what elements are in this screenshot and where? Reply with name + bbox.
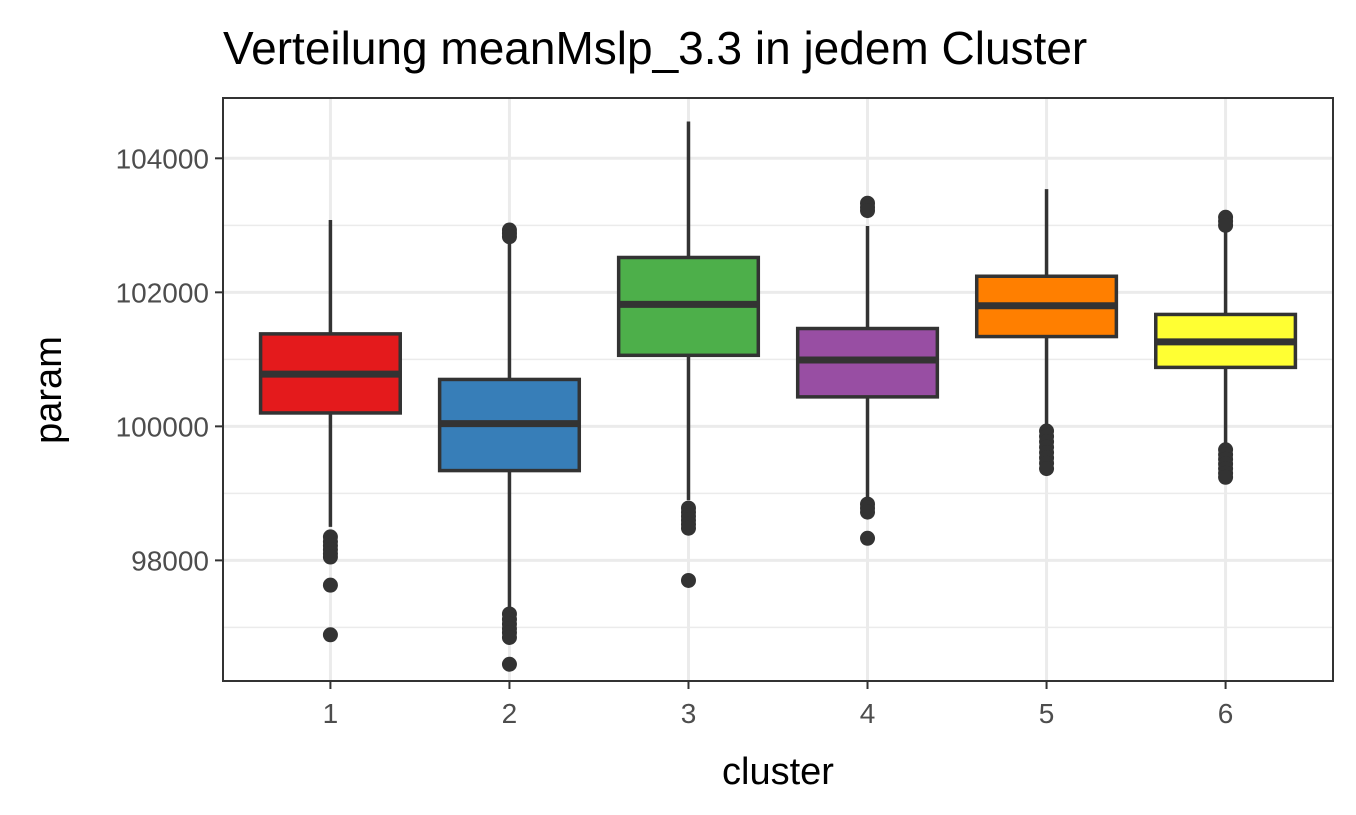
outlier-point: [860, 530, 876, 546]
panel-border: [222, 97, 1334, 682]
outlier-point: [680, 520, 696, 536]
outlier-point: [860, 504, 876, 520]
x-tick-label: 5: [1039, 698, 1055, 729]
y-tick-label: 100000: [116, 411, 209, 442]
outlier-point: [1039, 461, 1055, 477]
outlier-point: [322, 577, 338, 593]
x-tick-label: 3: [681, 698, 697, 729]
y-tick-label: 104000: [116, 143, 209, 174]
y-axis: 98000 100000 102000 104000: [116, 143, 223, 576]
box-cluster-5: [974, 189, 1119, 477]
x-tick-label: 1: [323, 698, 339, 729]
x-tick-label: 4: [860, 698, 876, 729]
outlier-point: [322, 627, 338, 643]
outlier-point: [1218, 469, 1234, 485]
box-cluster-4: [795, 195, 940, 546]
outlier-point: [860, 203, 876, 219]
y-tick-label: 102000: [116, 277, 209, 308]
box-cluster-6: [1154, 209, 1298, 485]
x-axis-title: cluster: [722, 751, 834, 793]
boxes-layer: [258, 121, 1298, 672]
x-axis: 1 2 3 4 5 6: [323, 681, 1234, 729]
outlier-point: [501, 656, 517, 672]
outlier-point: [322, 549, 338, 565]
outlier-point: [501, 229, 517, 245]
y-axis-title: param: [28, 336, 70, 444]
outlier-point: [680, 572, 696, 588]
y-tick-label: 98000: [131, 545, 209, 576]
chart-title: Verteilung meanMslp_3.3 in jedem Cluster: [223, 22, 1087, 74]
x-tick-label: 2: [502, 698, 518, 729]
outlier-point: [501, 629, 517, 645]
box-cluster-3: [616, 121, 761, 588]
outlier-point: [1218, 217, 1234, 233]
box-cluster-2: [437, 222, 582, 672]
box-cluster-1: [258, 219, 402, 643]
plot-panel: [223, 98, 1333, 681]
x-tick-label: 6: [1218, 698, 1234, 729]
